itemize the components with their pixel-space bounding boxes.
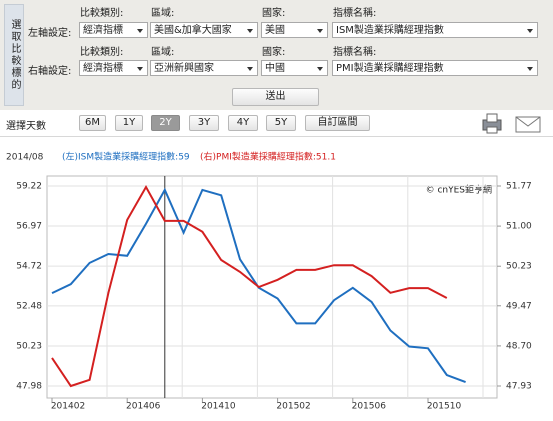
chart: 2014/08 (左)ISM製造業採購經理指數:59 (右)PMI製造業採購經理… (6, 151, 532, 412)
field-label: 國家: (262, 47, 286, 58)
y-tick-label: 56.97 (16, 222, 42, 232)
y2-tick-label: 47.93 (506, 382, 532, 392)
settings-form: 選取比較標的 比較類別: 區域: 國家: 指標名稱: 左軸設定: 經濟指標 美國… (0, 0, 553, 110)
indicator-select[interactable]: PMI製造業採購經理指數 (332, 60, 538, 76)
axis-setting-label: 右軸設定: (28, 66, 72, 77)
x-tick-label: 201406 (126, 402, 161, 412)
field-label: 國家: (262, 8, 286, 19)
separator (0, 136, 553, 137)
field-label: 指標名稱: (333, 8, 377, 19)
y2-tick-label: 51.00 (506, 222, 532, 232)
field-label: 指標名稱: (333, 47, 377, 58)
series-line (51, 184, 448, 388)
y2-tick-label: 51.77 (506, 182, 532, 192)
y-tick-label: 54.72 (16, 262, 42, 272)
region-select[interactable]: 美國&加拿大國家 (150, 22, 258, 38)
range-button[interactable]: 1Y (115, 115, 143, 131)
submit-button[interactable]: 送出 (232, 88, 319, 106)
cursor-label: 2014/08 (6, 153, 44, 163)
range-button[interactable]: 2Y (151, 115, 180, 131)
field-label: 區域: (151, 47, 175, 58)
range-label: 選擇天數 (6, 121, 46, 132)
y2-tick-label: 49.47 (506, 301, 532, 311)
mail-icon[interactable] (515, 116, 541, 133)
category-select[interactable]: 經濟指標 (79, 22, 148, 38)
field-label: 比較類別: (80, 8, 124, 19)
range-button[interactable]: 自訂區間 (305, 115, 370, 131)
y2-tick-label: 48.70 (506, 341, 532, 351)
range-button[interactable]: 3Y (189, 115, 219, 131)
field-label: 區域: (151, 8, 175, 19)
toolbar-icons (482, 113, 541, 134)
field-label: 比較類別: (80, 47, 124, 58)
category-select[interactable]: 經濟指標 (79, 60, 148, 76)
plot-frame (46, 175, 498, 399)
range-button[interactable]: 5Y (266, 115, 296, 131)
legend-entry: (左)ISM製造業採購經理指數:59 (62, 151, 190, 163)
x-tick-label: 201510 (427, 402, 462, 412)
y-tick-label: 59.22 (16, 182, 42, 192)
region-select[interactable]: 亞洲新興國家 (150, 60, 258, 76)
axis-setting-label: 左軸設定: (28, 28, 72, 39)
y-tick-label: 47.98 (16, 382, 42, 392)
legend-entry: (右)PMI製造業採購經理指數:51.1 (200, 151, 336, 163)
print-icon[interactable] (482, 113, 502, 134)
x-tick-label: 201410 (201, 402, 236, 412)
country-select[interactable]: 美國 (261, 22, 328, 38)
range-button[interactable]: 6M (79, 115, 106, 131)
x-tick-label: 201402 (51, 402, 85, 412)
y2-tick-label: 50.23 (506, 262, 532, 272)
sidebar-label: 選取比較標的 (4, 4, 24, 106)
y-tick-label: 52.48 (16, 301, 42, 311)
x-tick-label: 201502 (276, 402, 310, 412)
y-tick-label: 50.23 (16, 341, 42, 351)
watermark: © cnYES鉅亨網 (426, 184, 492, 196)
country-select[interactable]: 中國 (261, 60, 328, 76)
indicator-select[interactable]: ISM製造業採購經理指數 (332, 22, 538, 38)
x-tick-label: 201506 (352, 402, 387, 412)
range-button[interactable]: 4Y (228, 115, 258, 131)
